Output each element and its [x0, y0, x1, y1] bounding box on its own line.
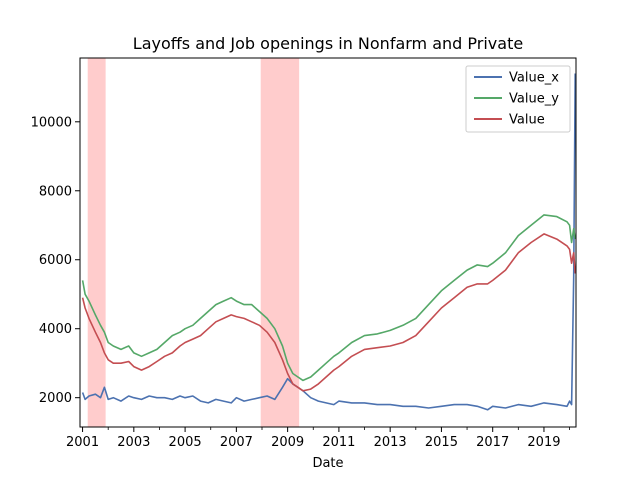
chart-title: Layoffs and Job openings in Nonfarm and … [133, 34, 523, 53]
x-axis-ticks: 2001 2003 2005 2007 2009 2011 2013 2015 2017 2019 [66, 427, 570, 450]
x-tick-label: 2013 [374, 435, 407, 450]
y-tick-label: 8000 [39, 184, 72, 199]
y-axis-ticks: 2000 4000 6000 8000 10000 [31, 115, 80, 406]
series-line-value-y [81, 214, 576, 382]
series-lines [81, 73, 576, 411]
legend-box [465, 65, 571, 133]
legend-label-value-x: Value_x [509, 71, 559, 86]
legend-label-value: Value [509, 113, 545, 128]
x-tick-label: 2017 [476, 435, 509, 450]
legend-items: Value_x Value_y Value [474, 71, 559, 128]
series-line-value [81, 233, 576, 392]
plot-frame [79, 57, 577, 428]
recession-band-2 [260, 58, 300, 427]
legend-label-value-y: Value_y [509, 92, 559, 107]
recession-bands [87, 58, 300, 427]
x-tick-label: 2003 [117, 435, 150, 450]
x-tick-label: 2011 [322, 435, 355, 450]
y-tick-label: 10000 [31, 115, 72, 130]
x-tick-label: 2019 [527, 435, 560, 450]
x-tick-label: 2009 [271, 435, 304, 450]
series-line-value-x [81, 73, 576, 411]
legend: Value_x Value_y Value [465, 65, 571, 133]
y-tick-label: 6000 [39, 253, 72, 268]
x-axis-label: Date [312, 456, 343, 471]
recession-band-1 [87, 58, 106, 427]
x-tick-label: 2001 [66, 435, 99, 450]
x-tick-label: 2005 [169, 435, 202, 450]
x-tick-label: 2007 [220, 435, 253, 450]
x-tick-label: 2015 [425, 435, 458, 450]
y-tick-label: 4000 [39, 322, 72, 337]
y-tick-label: 2000 [39, 391, 72, 406]
